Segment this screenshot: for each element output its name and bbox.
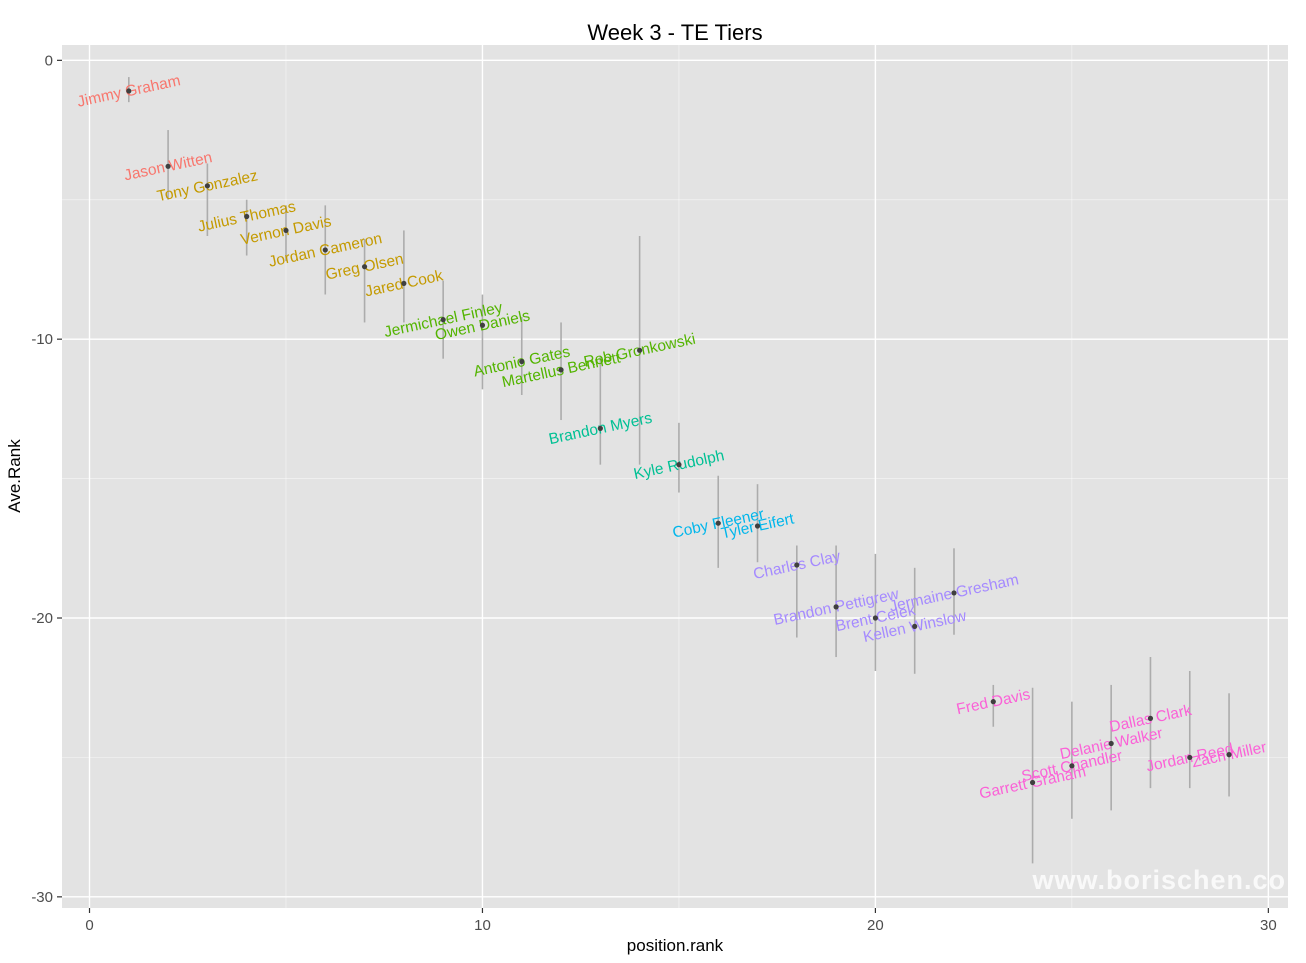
x-axis-title: position.rank	[627, 936, 724, 955]
player-point	[479, 322, 486, 328]
y-tick-label: -10	[31, 331, 53, 348]
player-point	[1108, 740, 1114, 747]
player-point	[951, 590, 957, 596]
player-point	[126, 88, 132, 94]
player-point	[754, 523, 761, 529]
player-point	[1226, 752, 1232, 758]
y-tick-label: -30	[31, 889, 53, 906]
player-point	[676, 462, 682, 468]
y-axis-title: Ave.Rank	[5, 439, 24, 513]
player-point	[244, 213, 250, 220]
player-point	[440, 317, 446, 323]
plot-background-layer: 0 10 20 30 0 -10 -20 -30	[31, 45, 1288, 934]
panel-background	[62, 45, 1288, 908]
player-point	[1147, 715, 1154, 721]
player-point	[912, 623, 918, 629]
player-point	[794, 562, 800, 568]
chart-title: Week 3 - TE Tiers	[587, 20, 762, 45]
player-point	[558, 367, 564, 373]
player-point	[1069, 763, 1075, 769]
player-point	[833, 604, 839, 610]
player-point	[637, 347, 643, 353]
player-point	[597, 425, 603, 432]
y-tick-label: 0	[45, 52, 53, 69]
player-point	[204, 183, 210, 189]
y-tick-label: -20	[31, 610, 53, 627]
player-point	[1187, 754, 1193, 761]
x-tick-label: 30	[1260, 917, 1277, 934]
x-tick-label: 20	[867, 917, 884, 934]
player-point	[165, 163, 171, 169]
player-point	[361, 264, 368, 270]
player-point	[872, 615, 879, 621]
player-point	[322, 247, 328, 253]
player-point	[990, 699, 996, 705]
watermark: www.borischen.co	[1031, 865, 1286, 895]
player-point	[1029, 779, 1036, 786]
player-point	[283, 227, 289, 234]
player-point	[715, 520, 721, 526]
x-tick-label: 0	[85, 917, 93, 934]
x-tick-label: 10	[474, 917, 491, 934]
player-point	[401, 280, 407, 287]
player-point	[519, 358, 525, 365]
